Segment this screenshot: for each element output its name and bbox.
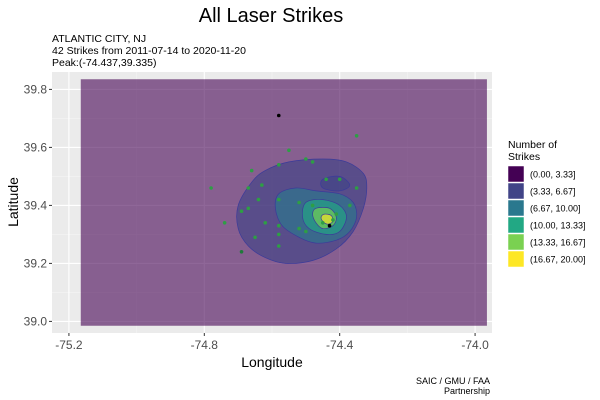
chart-title: All Laser Strikes — [199, 5, 344, 27]
strike-point-0 — [276, 113, 281, 118]
x-tick-label-2: -74.4 — [326, 338, 354, 352]
strike-point-7 — [310, 160, 315, 164]
legend-label-0: (0.00, 3.33] — [530, 170, 576, 180]
legend-swatch-5 — [507, 250, 525, 268]
y-tick-label-0: 39.0 — [24, 314, 48, 328]
legend-entries: (0.00, 3.33] (3.33, 6.67] (6.67, 10.00] (10… — [507, 165, 586, 268]
chart-subtitle-line-2: 42 Strikes from 2011-07-14 to 2020-11-20 — [52, 45, 246, 57]
legend-label-5: (16.67, 20.00] — [530, 255, 586, 265]
strike-point-24 — [276, 223, 281, 228]
legend-swatch-3 — [507, 216, 525, 234]
x-tick-label-1: -74.8 — [191, 338, 219, 352]
x-ticks: -75.2 -74.8 -74.4 -74.0 — [55, 333, 489, 352]
legend-title-line-2: Strikes — [508, 151, 540, 163]
legend-label-1: (3.33, 6.67] — [530, 187, 576, 197]
chart-subtitle-line-1: ATLANTIC CITY, NJ — [52, 33, 146, 45]
legend-label-2: (6.67, 10.00] — [530, 204, 581, 214]
strike-point-14 — [354, 186, 359, 190]
strike-point-30 — [320, 221, 325, 225]
y-ticks: 39.0 39.2 39.4 39.6 39.8 — [24, 82, 52, 328]
strike-point-18 — [239, 209, 244, 213]
legend-label-4: (13.33, 16.67] — [530, 238, 586, 248]
chart-subtitle-line-3: Peak:(-74.437,39.335) — [52, 57, 157, 69]
contour-level-1-5 — [320, 175, 351, 192]
strike-point-25 — [297, 226, 301, 231]
strike-point-27 — [276, 232, 281, 237]
strike-point-31 — [331, 218, 335, 222]
strike-point-12 — [260, 183, 264, 187]
strike-points — [209, 113, 359, 254]
legend-title-line-1: Number of — [508, 139, 557, 151]
strike-point-3 — [354, 134, 359, 138]
strike-point-11 — [337, 177, 342, 182]
legend-swatch-2 — [507, 199, 525, 217]
strike-point-28 — [253, 235, 257, 240]
x-tick-label-0: -75.2 — [55, 338, 83, 352]
strike-point-17 — [246, 206, 251, 211]
strike-point-10 — [324, 177, 328, 182]
caption-line-2: Partnership — [444, 386, 490, 396]
strike-point-4 — [209, 186, 213, 190]
strike-point-9 — [249, 168, 254, 173]
legend-label-3: (10.00, 13.33] — [530, 221, 586, 231]
strike-point-2 — [239, 250, 244, 254]
strike-point-1 — [327, 223, 332, 228]
strike-point-13 — [246, 186, 251, 190]
legend-swatch-0 — [507, 165, 525, 183]
legend: Number of Strikes (0.00, 3.33] (3.33, 6.6… — [507, 139, 586, 268]
strike-point-16 — [276, 197, 281, 202]
strike-point-15 — [256, 197, 261, 202]
strike-point-20 — [310, 203, 315, 208]
strike-point-19 — [297, 200, 301, 205]
strike-point-29 — [276, 244, 281, 248]
strike-point-6 — [304, 157, 308, 161]
strike-point-21 — [348, 203, 352, 208]
strike-point-5 — [287, 148, 291, 153]
caption-line-1: SAIC / GMU / FAA — [416, 376, 490, 386]
y-axis-title: Latitude — [5, 177, 21, 227]
legend-swatch-1 — [507, 182, 525, 200]
strike-point-26 — [304, 229, 308, 234]
strike-point-8 — [276, 163, 281, 167]
strike-point-32 — [334, 212, 339, 216]
strike-point-23 — [263, 221, 268, 225]
y-tick-label-3: 39.6 — [24, 140, 48, 154]
y-tick-label-1: 39.2 — [24, 256, 48, 270]
x-tick-label-3: -74.0 — [461, 338, 489, 352]
y-tick-label-2: 39.4 — [24, 198, 48, 212]
density-contours — [236, 158, 368, 264]
x-axis-title: Longitude — [241, 354, 303, 370]
legend-swatch-4 — [507, 233, 525, 251]
y-tick-label-4: 39.8 — [24, 82, 48, 96]
strike-point-22 — [222, 221, 227, 225]
